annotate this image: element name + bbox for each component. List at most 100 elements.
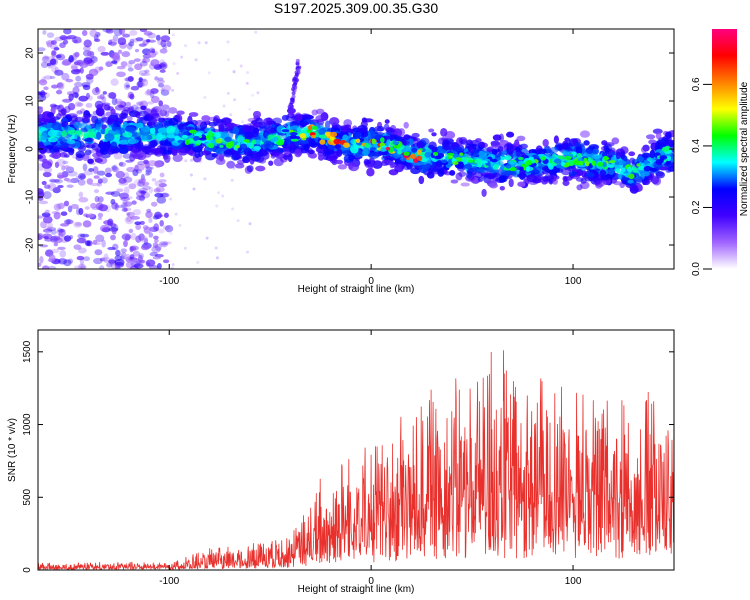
heat-blob-239	[141, 78, 149, 87]
snr-xlabel: Height of straight line (km)	[298, 584, 415, 595]
heat-blob-487	[78, 247, 87, 254]
heat-blob-2943	[526, 174, 537, 183]
heat-blob-608	[89, 29, 98, 38]
heat-blob-528	[97, 178, 103, 184]
heat-blob-224	[51, 64, 57, 73]
heat-blob-491	[123, 201, 133, 207]
heat-blob-738	[196, 260, 200, 264]
heat-blob-202	[74, 81, 83, 88]
heat-blob-2533	[118, 147, 129, 154]
heat-blob-25	[139, 190, 147, 195]
heat-blob-749	[205, 236, 209, 240]
heat-blob-290	[67, 102, 76, 111]
snr-ytick-label-3: 1500	[22, 340, 33, 363]
heat-blob-220	[94, 195, 100, 203]
heat-blob-397	[78, 197, 89, 203]
heat-blob-2951	[309, 139, 316, 147]
heat-blob-3147	[272, 136, 279, 143]
heat-blob-2452	[157, 127, 167, 134]
heat-blob-2704	[287, 153, 293, 163]
heat-blob-2512	[101, 116, 112, 123]
heat-blob-635	[41, 56, 50, 63]
heat-blob-743	[189, 173, 193, 177]
heat-blob-3128	[540, 156, 547, 161]
heat-blob-2933	[315, 108, 325, 115]
spec-ytick-label-0: -20	[25, 237, 36, 252]
snr-ytick-label-0: 0	[22, 567, 33, 573]
heat-blob-2413	[613, 181, 623, 186]
heat-blob-636	[130, 216, 141, 220]
heat-blob-2793	[283, 154, 289, 160]
heat-blob-587	[50, 44, 59, 50]
heat-blob-282	[160, 242, 168, 248]
heat-blob-203	[93, 257, 103, 265]
heat-blob-2660	[533, 166, 542, 174]
heat-blob-2871	[426, 171, 435, 179]
heat-blob-356	[134, 48, 140, 53]
heat-blob-278	[90, 182, 100, 187]
heat-blob-1958	[201, 115, 211, 122]
heat-blob-3070	[603, 156, 610, 160]
heat-blob-2862	[122, 131, 133, 138]
heat-blob-601	[108, 257, 115, 266]
heat-blob-492	[73, 221, 82, 228]
heat-blob-1792	[481, 188, 487, 197]
heat-blob-3175	[558, 155, 564, 160]
heat-blob-2458	[642, 171, 651, 177]
heat-blob-2638	[352, 131, 362, 140]
heat-blob-597	[135, 223, 142, 231]
heat-blob-712	[226, 91, 230, 95]
heat-blob-2797	[119, 112, 128, 119]
heat-blob-2515	[132, 154, 144, 160]
heat-blob-3211	[468, 159, 474, 163]
heat-blob-275	[98, 66, 104, 71]
heat-blob-700	[241, 120, 244, 124]
heat-blob-1612	[366, 167, 375, 177]
heat-blob-470	[138, 78, 147, 83]
heat-blob-3219	[591, 160, 596, 166]
heat-blob-142	[95, 86, 100, 93]
heat-blob-3203	[420, 152, 425, 156]
heat-blob-493	[140, 244, 150, 251]
heat-blob-716	[254, 30, 258, 34]
heat-blob-688	[66, 219, 71, 225]
heat-blob-2580	[156, 132, 163, 142]
heat-blob-110	[150, 88, 159, 94]
heat-blob-2821	[418, 175, 425, 185]
heat-blob-1786	[303, 143, 310, 152]
heat-blob-354	[42, 265, 50, 269]
heat-blob-479	[85, 240, 91, 247]
heat-blob-392	[90, 56, 98, 63]
heat-blob-642	[53, 212, 61, 220]
heat-blob-2570	[580, 177, 587, 184]
heat-blob-2741	[67, 129, 78, 135]
heat-blob-80	[138, 69, 148, 76]
heat-blob-2938	[491, 148, 501, 153]
heat-blob-2935	[263, 140, 275, 149]
heat-blob-3169	[195, 132, 203, 137]
heat-blob-50	[161, 104, 170, 111]
heat-blob-3162	[452, 161, 459, 165]
heat-blob-2499	[655, 171, 666, 179]
heat-blob-735	[169, 197, 173, 201]
heat-blob-3137	[576, 153, 583, 158]
heat-blob-3130	[397, 149, 402, 155]
heat-blob-3123	[207, 142, 215, 149]
heat-blob-2810	[294, 114, 303, 122]
heat-blob-188	[123, 186, 130, 195]
heat-blob-2877	[153, 149, 159, 156]
heat-blob-152	[110, 198, 116, 205]
heat-blob-567	[129, 93, 135, 100]
heat-blob-2346	[165, 125, 176, 135]
heat-blob-508	[105, 172, 113, 178]
heat-blob-3168	[519, 166, 524, 172]
heat-blob-1121	[583, 140, 590, 146]
heat-blob-2800	[335, 159, 344, 165]
heat-blob-3098	[289, 134, 297, 139]
heat-blob-2852	[58, 143, 69, 149]
heat-blob-2154	[410, 167, 421, 175]
heat-blob-2494	[361, 117, 368, 123]
heat-blob-719	[202, 177, 206, 181]
heat-blob-3041	[181, 134, 188, 139]
